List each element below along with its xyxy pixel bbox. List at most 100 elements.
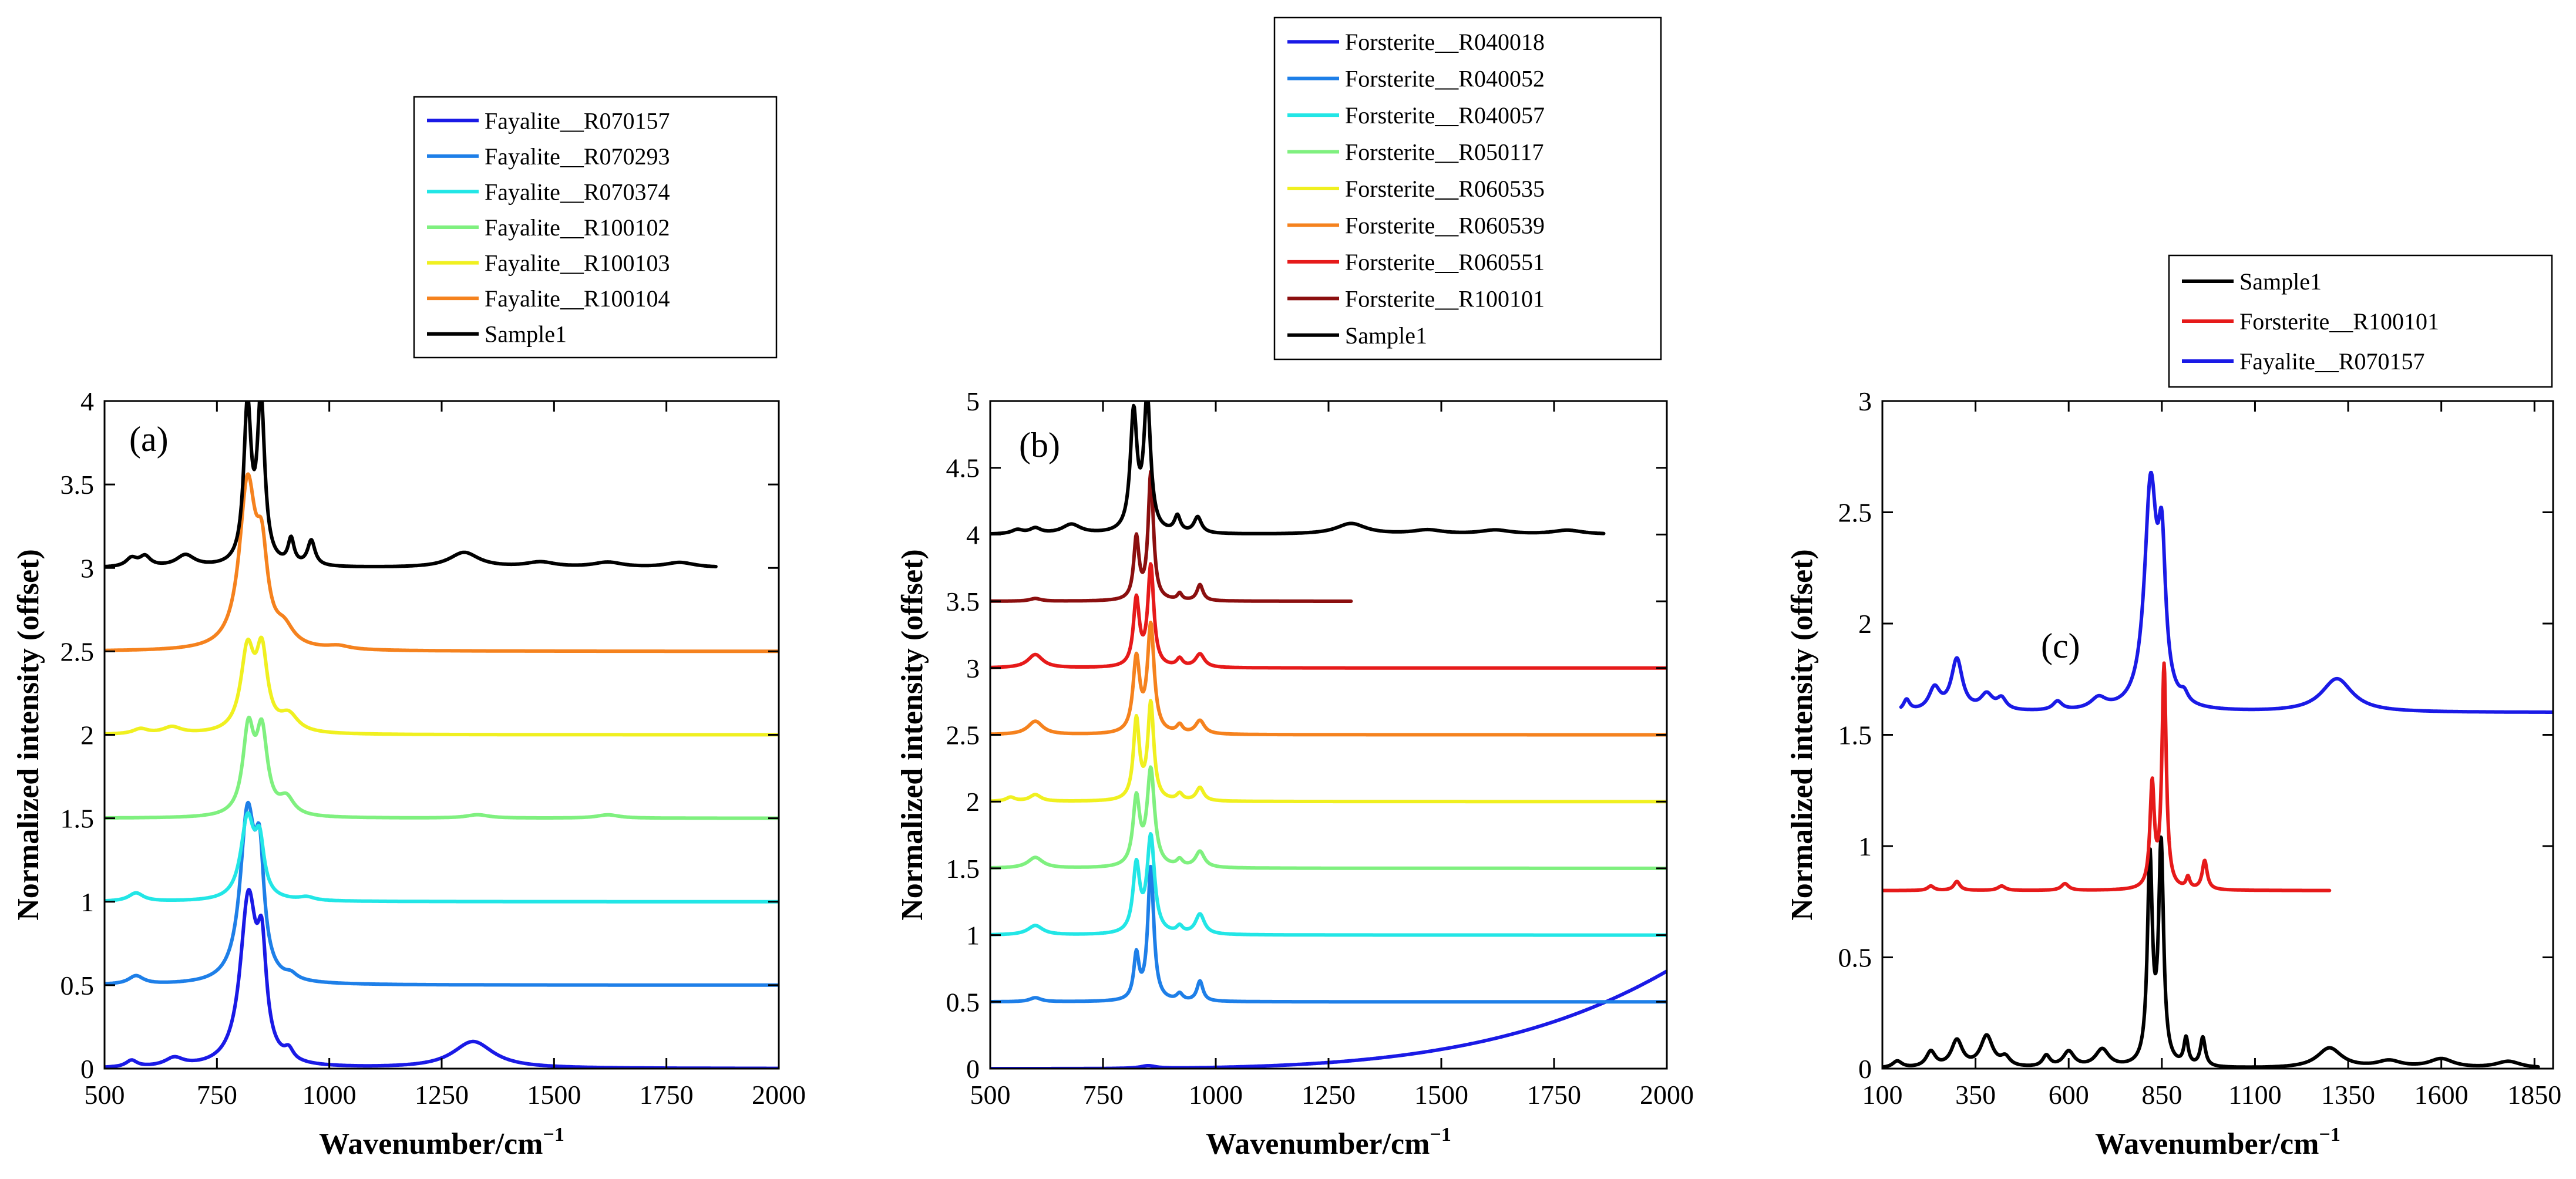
x-tick-label: 500 — [970, 1080, 1011, 1110]
y-tick-label: 1.5 — [60, 804, 95, 834]
y-tick-label: 1 — [1858, 831, 1872, 861]
legend-entry: Forsterite__R060551 — [1345, 249, 1545, 275]
y-tick-label: 0.5 — [60, 971, 95, 1001]
legend: Fayalite__R070157 Fayalite__R070293 Fayali… — [413, 96, 778, 359]
series-line-4 — [105, 715, 779, 820]
legend-entry: Forsterite__R100101 — [2239, 308, 2439, 335]
y-tick-label: 3 — [966, 653, 980, 683]
x-tick-label: 750 — [197, 1080, 237, 1110]
legend-entry: Forsterite__R040057 — [1345, 102, 1545, 129]
x-tick-label: 1250 — [1302, 1080, 1356, 1110]
series-line-9 — [990, 401, 1606, 536]
x-axis-title: Wavenumber/cm−1 — [2095, 1124, 2340, 1161]
legend-entry: Forsterite__R050117 — [1345, 139, 1544, 166]
x-tick-label: 1750 — [640, 1080, 694, 1110]
y-tick-label: 2.5 — [60, 636, 95, 666]
panel-label: (b) — [1019, 426, 1060, 464]
y-tick-label: 0 — [1858, 1054, 1872, 1084]
y-tick-label: 0.5 — [1838, 943, 1872, 973]
legend-entry: Forsterite__R040052 — [1345, 66, 1545, 92]
x-tick-label: 1100 — [2228, 1080, 2281, 1110]
panel-label: (a) — [129, 420, 169, 459]
series-line-8 — [990, 470, 1353, 603]
y-tick-label: 1.5 — [946, 854, 980, 884]
x-tick-label: 500 — [85, 1080, 125, 1110]
series-line-6 — [990, 621, 1667, 737]
series-line-4 — [990, 765, 1667, 870]
y-tick-label: 4.5 — [946, 453, 980, 483]
legend-entry: Forsterite__R060535 — [1345, 176, 1545, 202]
series-line-2 — [105, 800, 779, 987]
y-axis-title: Normalized intensity (offset) — [12, 549, 45, 921]
x-tick-label: 1350 — [2321, 1080, 2375, 1110]
x-tick-label: 600 — [2049, 1080, 2089, 1110]
series-line-7 — [105, 401, 718, 568]
x-tick-label: 1250 — [415, 1080, 469, 1110]
legend: Sample1 Forsterite__R100101 Fayalite__R070… — [2168, 254, 2553, 388]
chart-panel-3: 100 350 600 850 1100 1350 1600 1850 0 0.5 1 1.5 2 2.5… — [1785, 254, 2561, 1161]
legend-entry: Fayalite__R100102 — [485, 214, 670, 241]
legend-entry: Fayalite__R070374 — [485, 178, 670, 205]
y-tick-label: 0 — [966, 1054, 980, 1084]
y-tick-label: 0.5 — [946, 987, 980, 1017]
x-tick-label: 2000 — [1640, 1080, 1694, 1110]
x-axis-title: Wavenumber/cm−1 — [1206, 1124, 1451, 1161]
y-tick-label: 3.5 — [60, 470, 95, 500]
series-line-6 — [105, 472, 779, 653]
x-tick-label: 1500 — [527, 1080, 581, 1110]
y-tick-label: 3 — [1858, 386, 1872, 416]
legend-entry: Fayalite__R070157 — [485, 107, 670, 134]
legend: Forsterite__R040018 Forsterite__R040052 Fo… — [1273, 16, 1662, 361]
x-tick-label: 1500 — [1414, 1080, 1468, 1110]
panel-label: (c) — [2041, 626, 2080, 665]
series-line-1 — [105, 888, 779, 1069]
x-tick-label: 1850 — [2507, 1080, 2561, 1110]
chart-panel-1: 500 750 1000 1250 1500 1750 2000 0 0.5 1 1.5 2 2.5 3 3… — [12, 96, 806, 1161]
legend-entry: Sample1 — [2239, 268, 2322, 295]
legend-entry: Sample1 — [1345, 322, 1427, 349]
legend-entry: Forsterite__R100101 — [1345, 285, 1545, 312]
chart-panel-2: 500 750 1000 1250 1500 1750 2000 0 0.5 1 1.5 2 2.5 3 3… — [896, 16, 1694, 1161]
legend-entry: Fayalite__R070157 — [2239, 348, 2425, 375]
x-tick-label: 350 — [1955, 1080, 1996, 1110]
series-line-1 — [990, 969, 1667, 1069]
x-tick-label: 1000 — [302, 1080, 357, 1110]
series-line-5 — [990, 699, 1667, 804]
y-tick-label: 1 — [966, 921, 980, 951]
plot-frame — [1881, 400, 2554, 1070]
y-tick-label: 1.5 — [1838, 720, 1872, 750]
x-tick-label: 750 — [1083, 1080, 1124, 1110]
y-tick-label: 0 — [80, 1054, 94, 1084]
y-tick-label: 2.5 — [946, 720, 980, 750]
y-tick-label: 3 — [80, 553, 94, 583]
series-line-3 — [990, 832, 1667, 937]
y-tick-label: 4 — [80, 386, 94, 416]
legend-entry: Sample1 — [485, 321, 567, 348]
y-tick-label: 3.5 — [946, 587, 980, 617]
y-tick-label: 4 — [966, 520, 980, 550]
legend-entry: Fayalite__R100103 — [485, 250, 670, 277]
series-line-1 — [1882, 835, 2540, 1069]
y-tick-label: 1 — [80, 887, 94, 917]
series-line-3 — [1899, 470, 2553, 714]
x-axis-title: Wavenumber/cm−1 — [319, 1124, 564, 1161]
legend-entry: Forsterite__R060539 — [1345, 212, 1545, 238]
y-tick-label: 5 — [966, 386, 980, 416]
x-tick-label: 2000 — [752, 1080, 806, 1110]
series-line-2 — [990, 864, 1667, 1004]
x-tick-label: 850 — [2141, 1080, 2182, 1110]
y-tick-label: 2 — [1858, 609, 1872, 639]
y-tick-label: 2 — [966, 787, 980, 817]
series-line-3 — [105, 811, 779, 904]
x-tick-label: 1750 — [1527, 1080, 1581, 1110]
y-tick-label: 2.5 — [1838, 498, 1872, 528]
x-tick-label: 1000 — [1189, 1080, 1243, 1110]
series-line-5 — [105, 635, 779, 737]
x-tick-label: 1600 — [2414, 1080, 2469, 1110]
y-axis-title: Normalized intensity (offset) — [1785, 549, 1819, 921]
series-line-2 — [1882, 661, 2332, 892]
y-axis-title: Normalized intensity (offset) — [896, 549, 929, 921]
series-line-7 — [990, 562, 1667, 670]
legend-entry: Fayalite__R100104 — [485, 285, 670, 312]
